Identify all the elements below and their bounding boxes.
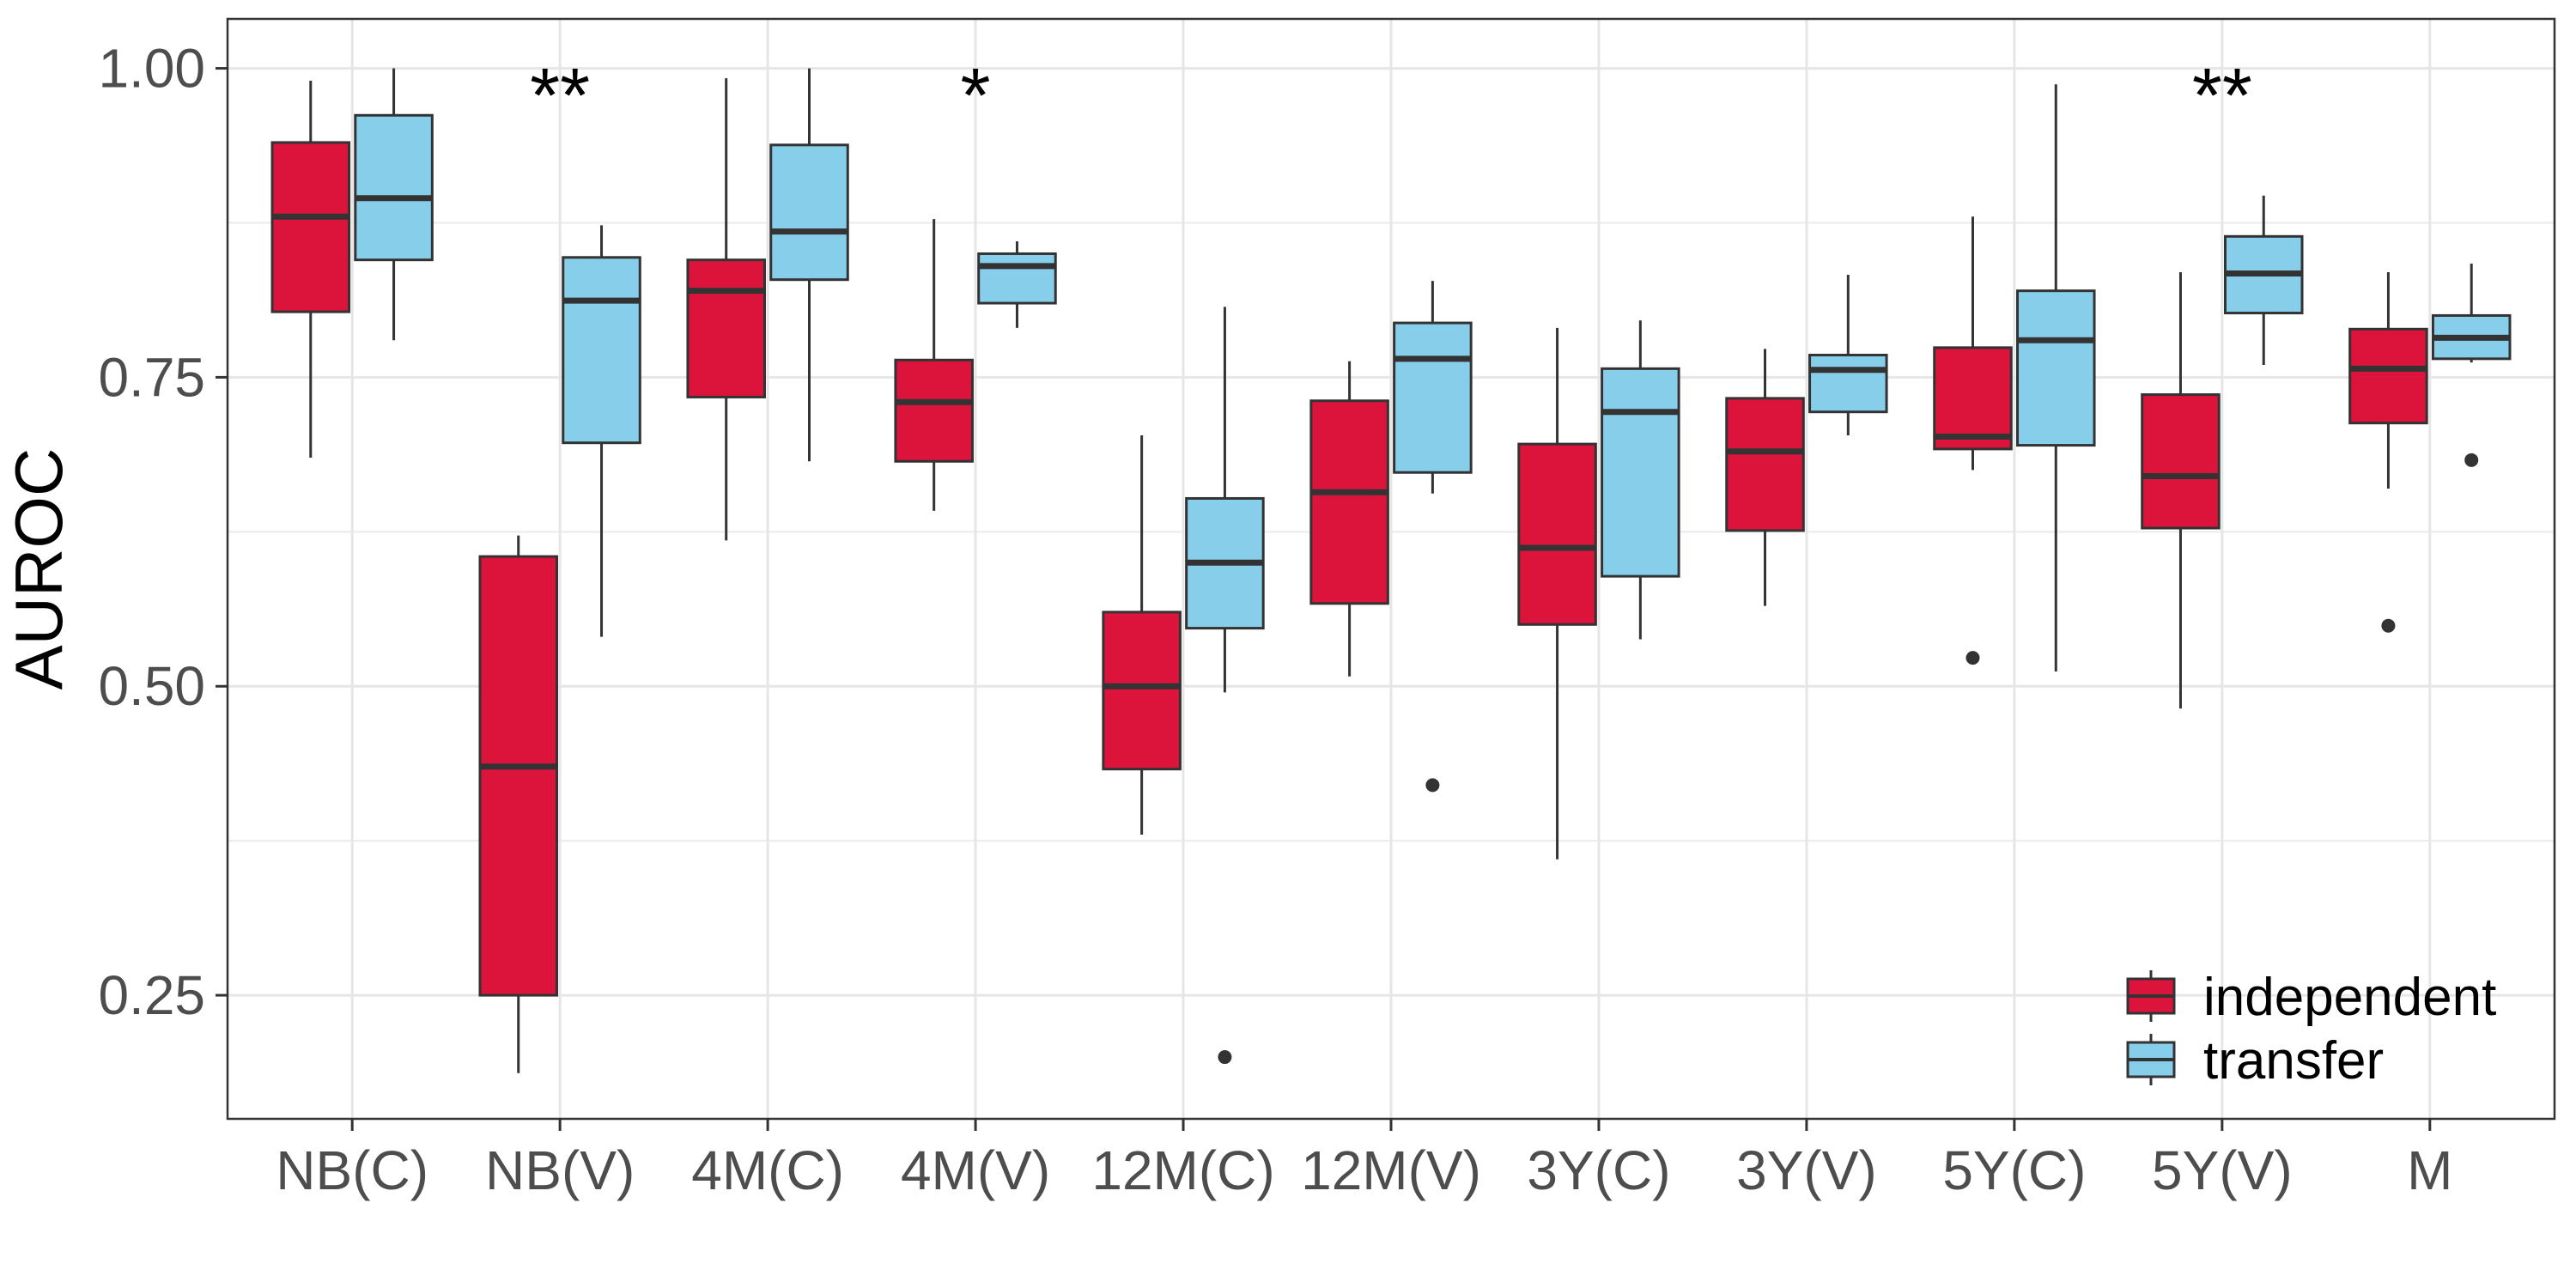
box-independent-5Y(C) [1933,216,2013,665]
box-iqr [1309,399,1389,605]
box-independent-4M(C) [686,78,766,541]
box-transfer-4M(C) [769,68,849,462]
x-tick-label: 5Y(V) [2152,1139,2293,1201]
x-tick-label: 12M(V) [1301,1139,1481,1201]
axes: 0.25 0.50 0.75 1.00 NB(C) NB(V) 4M(C) 4M(V) 12M(… [98,38,2452,1201]
box-iqr [2016,289,2096,447]
box-independent-5Y(V) [2141,272,2221,709]
significance-marker: ** [2192,53,2252,139]
x-tick-label: 4M(V) [901,1139,1050,1201]
box-transfer-12M(V) [1393,281,1473,793]
box-iqr [2348,327,2428,425]
box-independent-3Y(C) [1517,327,1597,860]
outlier-point [2381,618,2396,633]
box-transfer-12M(C) [1185,307,1265,1065]
box-iqr [894,358,974,463]
x-tick-label: 5Y(C) [1942,1139,2086,1201]
box-transfer-4M(V) [977,241,1057,328]
x-tick-label: 4M(C) [691,1139,844,1201]
legend-key-independent [2126,970,2176,1022]
legend-key-transfer [2126,1034,2176,1085]
x-tick-label: NB(V) [485,1139,635,1201]
box-transfer-3Y(V) [1808,274,1888,436]
box-independent-4M(V) [894,219,974,511]
box-iqr [354,113,434,262]
outlier-point [1965,651,1980,665]
box-iqr [977,252,1057,305]
outlier-point [1425,778,1440,793]
legend-label-independent: independent [2203,968,2496,1027]
box-independent-3Y(V) [1725,349,1805,606]
box-iqr [1601,367,1680,578]
box-independent-M [2348,272,2428,633]
y-tick-label: 0.25 [98,964,205,1026]
boxes [270,68,2512,1073]
box-iqr [562,256,641,445]
significance-marker: ** [530,53,590,139]
outlier-point [1218,1050,1232,1065]
box-iqr [1725,397,1805,532]
outlier-point [2464,453,2479,467]
legend-label-transfer: transfer [2203,1031,2384,1091]
grid-lines [228,19,2555,1119]
box-transfer-5Y(V) [2223,195,2304,366]
significance-annotations: ** * ** [530,53,2252,139]
box-transfer-5Y(C) [2016,84,2096,671]
box-iqr [1102,611,1182,771]
box-iqr [1517,442,1597,626]
box-iqr [1933,346,2013,451]
box-iqr [686,258,766,398]
box-independent-NB(V) [478,535,559,1073]
box-transfer-NB(C) [354,68,434,341]
x-tick-label: NB(C) [276,1139,428,1201]
x-tick-label: 3Y(C) [1527,1139,1670,1201]
box-independent-NB(C) [270,80,351,458]
box-iqr [1808,353,1888,414]
box-independent-12M(C) [1102,435,1182,835]
significance-marker: * [961,53,991,139]
y-tick-label: 0.50 [98,655,205,717]
box-independent-12M(V) [1309,361,1389,677]
box-iqr [769,143,849,282]
y-tick-label: 1.00 [98,38,205,100]
box-iqr [1393,321,1473,474]
box-transfer-NB(V) [562,225,641,637]
box-iqr [270,141,351,313]
y-axis-title: AUROC [1,448,76,690]
box-iqr [2141,393,2221,530]
x-tick-label: 3Y(V) [1736,1139,1877,1201]
box-iqr [478,555,559,997]
x-tick-label: M [2407,1139,2452,1201]
box-transfer-3Y(C) [1601,320,1680,640]
x-tick-label: 12M(C) [1091,1139,1274,1201]
box-transfer-M [2431,263,2512,467]
y-tick-label: 0.75 [98,346,205,408]
